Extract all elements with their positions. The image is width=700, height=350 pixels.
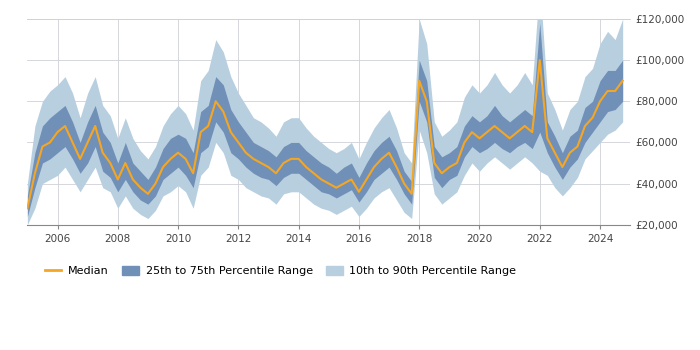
Legend: Median, 25th to 75th Percentile Range, 10th to 90th Percentile Range: Median, 25th to 75th Percentile Range, 1… [41, 261, 521, 281]
